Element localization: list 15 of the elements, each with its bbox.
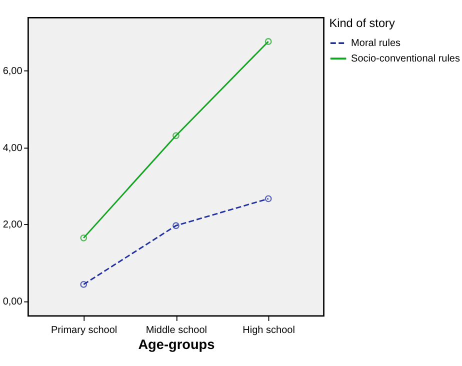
- point: [264, 195, 272, 202]
- y-tick-label: 0,00: [2, 296, 23, 308]
- y-tick-label: 6,00: [2, 66, 23, 77]
- point: [172, 222, 180, 230]
- legend-label: Moral rules: [351, 38, 401, 49]
- x-tick-label: High school: [242, 324, 295, 336]
- point: [172, 132, 180, 140]
- point: [80, 280, 88, 288]
- y-tick-label: 4,00: [2, 142, 23, 154]
- legend-title: Kind of story: [329, 16, 395, 30]
- y-tick-label: 2,00: [2, 220, 23, 231]
- x-axis-title: Age-groups: [138, 337, 216, 352]
- x-tick-label: Primary school: [50, 324, 118, 336]
- legend-label: Socio-conventional rules: [351, 53, 460, 64]
- x-tick-label: Middle school: [146, 324, 208, 336]
